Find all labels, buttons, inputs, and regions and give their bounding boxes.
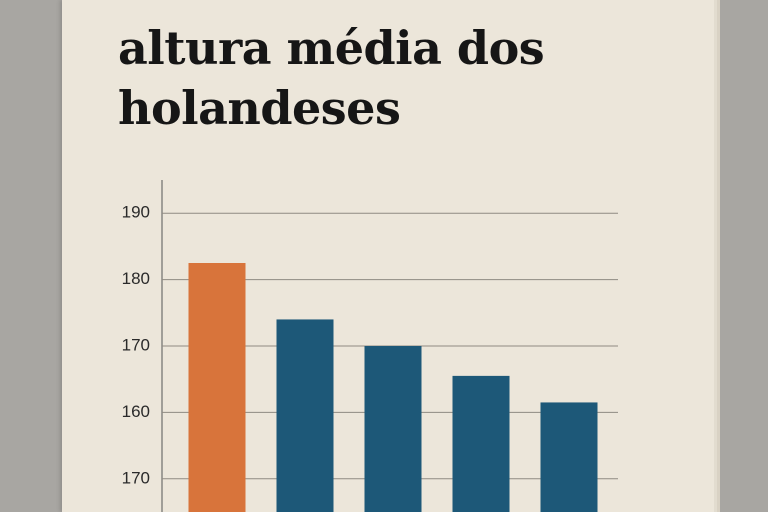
chart-title: altura média dos holandeses xyxy=(118,21,545,135)
y-tick-label: 160 xyxy=(122,402,150,421)
y-tick-label: 180 xyxy=(122,269,150,288)
y-tick-label: 170 xyxy=(122,468,150,487)
bar xyxy=(540,402,598,512)
y-tick-label: 190 xyxy=(122,203,150,222)
bar xyxy=(452,375,510,512)
bar xyxy=(364,346,422,512)
bar xyxy=(276,319,334,512)
bar xyxy=(188,263,246,512)
y-tick-label: 170 xyxy=(122,335,150,354)
